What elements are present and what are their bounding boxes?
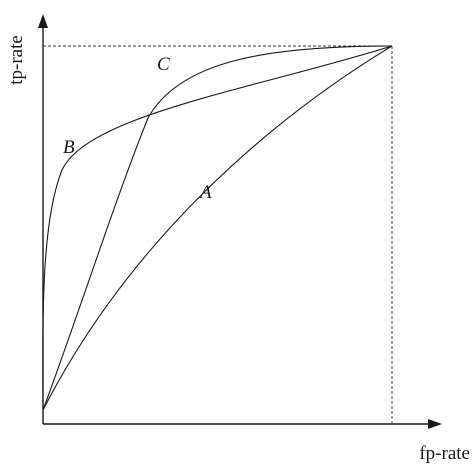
y-axis-arrowhead — [38, 14, 48, 28]
x-axis-arrowhead — [428, 419, 442, 429]
curve-label-a: A — [198, 182, 212, 203]
y-axis-label: tp-rate — [6, 35, 27, 85]
curve-label-b: B — [63, 137, 75, 158]
curve-b — [42, 45, 393, 411]
curve-c — [42, 45, 393, 411]
curve-label-c: C — [157, 54, 170, 75]
curve-a — [42, 45, 393, 411]
x-axis-label: fp-rate — [419, 443, 470, 464]
